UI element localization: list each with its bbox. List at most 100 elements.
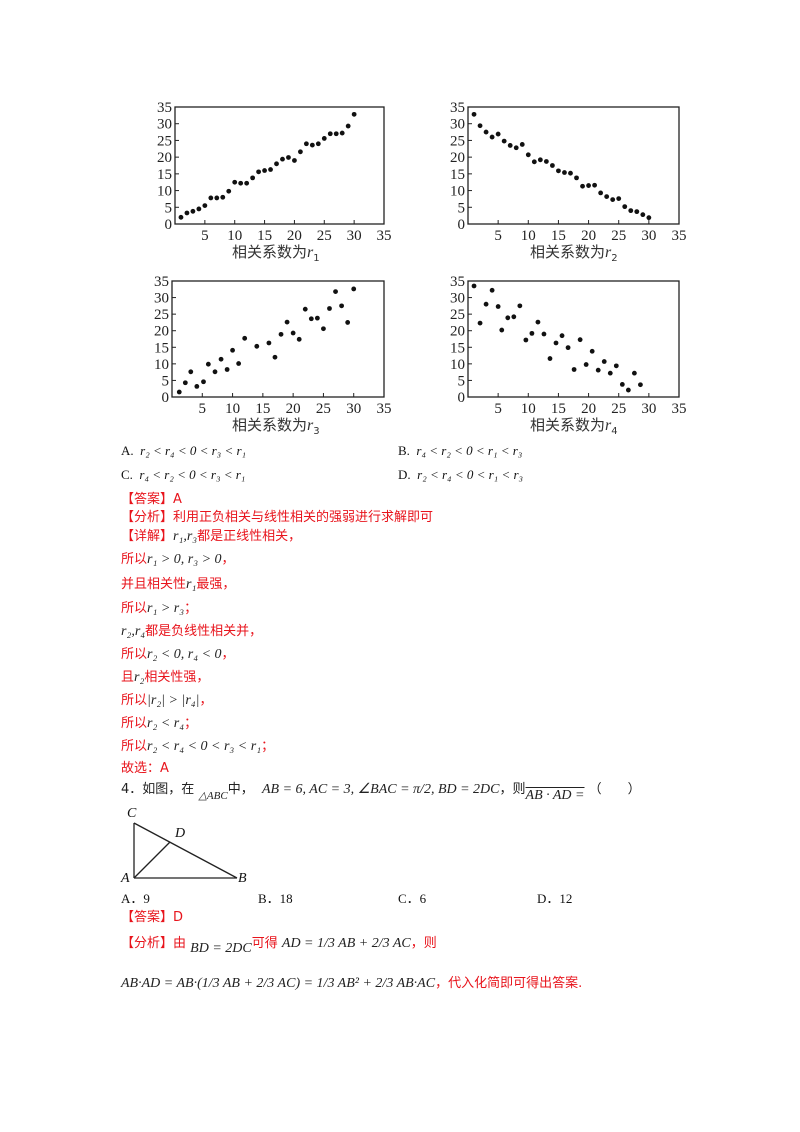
data-point [535, 319, 541, 325]
data-point [580, 183, 585, 189]
data-point [321, 136, 327, 141]
data-point [489, 287, 495, 293]
data-point [489, 134, 495, 140]
q4-option-b: B．18 [258, 891, 293, 906]
data-point [619, 382, 625, 387]
svg-text:25: 25 [611, 401, 626, 417]
data-point [537, 157, 543, 163]
data-point [646, 215, 652, 221]
svg-text:0: 0 [458, 390, 466, 406]
svg-text:15: 15 [551, 228, 566, 244]
data-point [351, 286, 357, 292]
data-point [495, 304, 501, 309]
data-point [586, 183, 591, 188]
q3-detail-line-10: 所以r₂ < r₄ < 0 < r₃ < r₁； [121, 739, 275, 754]
q3-detail-line-9: 所以r₂ < r₄； [121, 716, 198, 731]
data-point [543, 159, 549, 164]
data-point [531, 159, 537, 165]
data-point [345, 320, 351, 325]
data-point [345, 123, 351, 129]
data-point [333, 131, 339, 137]
data-point [471, 283, 477, 289]
q4-stem: 4．如图，在 △ABC中， AB = 6, AC = 3, ∠BAC = π/2… [121, 782, 641, 803]
svg-text:30: 30 [347, 228, 362, 244]
vertex-label-d: D [175, 826, 186, 841]
svg-text:30: 30 [154, 291, 169, 307]
svg-text:15: 15 [255, 401, 270, 417]
vertex-label-a: A [121, 871, 130, 886]
svg-text:15: 15 [257, 228, 272, 244]
data-point [638, 382, 643, 388]
data-point [547, 356, 553, 361]
data-point [272, 354, 278, 360]
svg-text:20: 20 [581, 228, 596, 244]
data-point [477, 320, 483, 326]
data-point [523, 337, 529, 343]
data-point [511, 314, 517, 320]
svg-text:20: 20 [450, 150, 465, 166]
q4-analysis-line-2: AB·AD = AB·(1/3 AB + 2/3 AC) = 1/3 AB² +… [121, 976, 583, 991]
data-point [595, 367, 601, 373]
svg-text:35: 35 [377, 228, 392, 244]
vertex-label-c: C [127, 806, 137, 821]
data-point [616, 196, 622, 201]
data-point [302, 306, 308, 312]
data-point [188, 369, 194, 375]
data-point [598, 190, 604, 196]
data-point [284, 319, 290, 325]
svg-text:30: 30 [641, 228, 656, 244]
data-point [212, 369, 218, 375]
data-point [507, 143, 513, 148]
q3-detail-line-6: 所以r₂ < 0, r₄ < 0， [121, 647, 235, 662]
svg-text:5: 5 [162, 373, 170, 389]
data-point [256, 169, 261, 175]
data-point [262, 168, 267, 173]
svg-text:30: 30 [641, 401, 656, 417]
data-point [176, 389, 182, 395]
svg-text:5: 5 [199, 401, 207, 417]
svg-text:25: 25 [157, 133, 172, 149]
svg-text:0: 0 [165, 217, 173, 233]
data-point [583, 362, 589, 367]
data-point [201, 379, 206, 385]
data-point [339, 130, 345, 136]
svg-text:25: 25 [317, 228, 332, 244]
plot-r4-xlabel: 相关系数为r4 [530, 416, 618, 437]
svg-text:5: 5 [201, 228, 209, 244]
svg-text:35: 35 [377, 401, 392, 417]
data-point [220, 194, 226, 200]
svg-text:10: 10 [521, 228, 536, 244]
svg-text:20: 20 [581, 401, 596, 417]
data-point [351, 111, 357, 117]
q3-detail-line-1: 【详解】r₁,r₃都是正线性相关， [121, 529, 302, 544]
q3-option-a: A. r₂ < r₄ < 0 < r₃ < r₁ [121, 443, 247, 458]
data-point [577, 337, 583, 343]
data-point [202, 203, 208, 209]
data-point [308, 316, 314, 322]
data-point [631, 370, 637, 376]
svg-text:15: 15 [157, 167, 172, 183]
q3-detail-line-8: 所以|r₂| > |r₄|， [121, 693, 213, 708]
data-point [592, 182, 597, 188]
q3-option-b: B. r₄ < r₂ < 0 < r₁ < r₃ [398, 443, 523, 458]
svg-text:35: 35 [450, 274, 465, 290]
data-point [519, 142, 525, 147]
data-point [495, 131, 501, 137]
data-point [505, 315, 511, 321]
data-point [208, 195, 214, 201]
q4-option-c: C．6 [398, 891, 427, 906]
svg-text:5: 5 [494, 401, 502, 417]
data-point [574, 175, 579, 181]
data-point [242, 335, 248, 341]
data-point [290, 330, 296, 336]
svg-text:20: 20 [154, 324, 169, 340]
svg-text:35: 35 [672, 401, 687, 417]
q4-option-a: A．9 [121, 891, 150, 906]
data-point [483, 129, 489, 135]
svg-text:25: 25 [316, 401, 331, 417]
data-point [550, 163, 555, 168]
